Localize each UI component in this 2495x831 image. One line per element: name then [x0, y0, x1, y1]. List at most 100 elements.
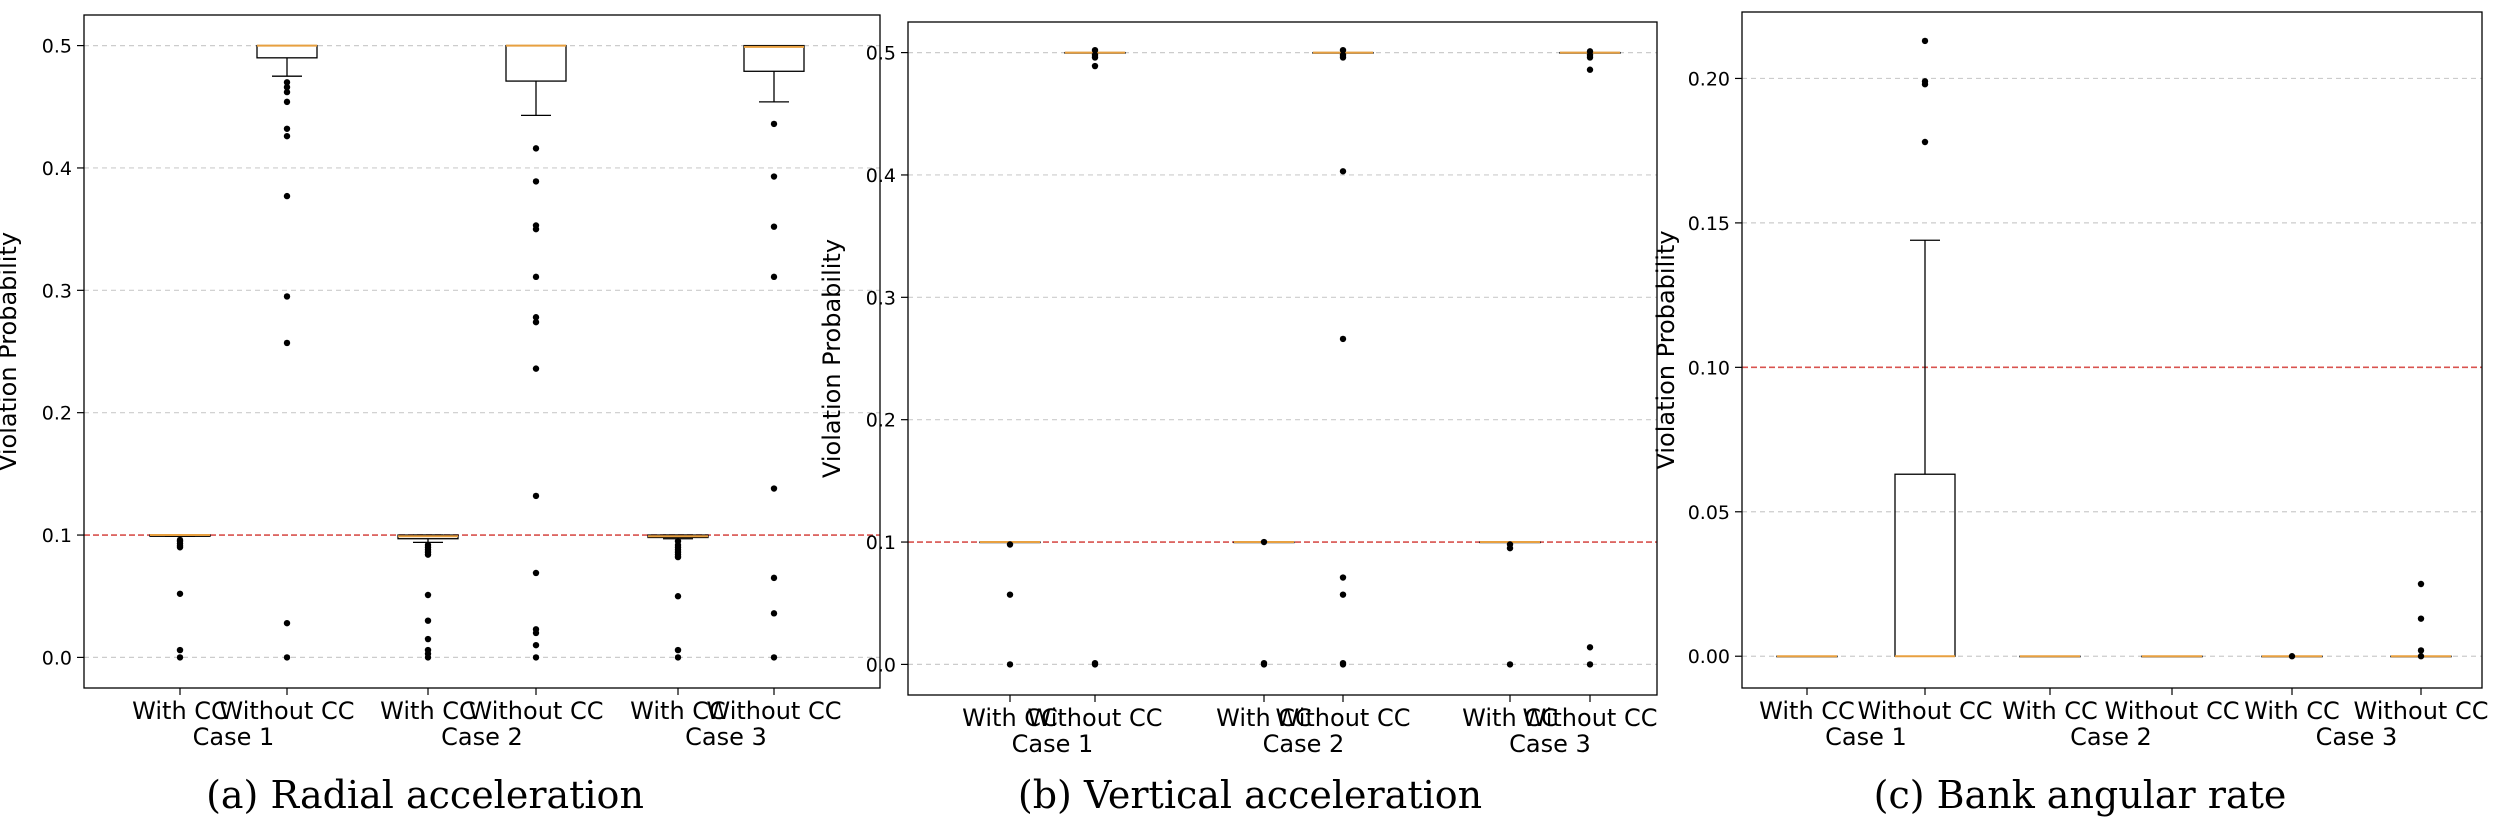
x-tick-label: Without CC	[1523, 704, 1658, 732]
outlier-point	[1339, 168, 1347, 175]
y-axis-label: Violation Probability	[818, 239, 846, 478]
outlier-point	[1921, 37, 1929, 45]
y-tick-label: 0.5	[866, 43, 896, 65]
x-tick-label: Without CC	[707, 697, 842, 725]
y-tick-label: 0.05	[1688, 502, 1730, 524]
outlier-point	[1921, 138, 1929, 146]
x-tick-label: With CC	[380, 697, 476, 725]
outlier-point	[674, 646, 682, 654]
box-iqr	[505, 44, 567, 82]
outlier-point	[283, 98, 291, 106]
outlier-point	[424, 635, 432, 643]
outlier-point	[1339, 574, 1347, 581]
outlier-point	[1260, 538, 1268, 546]
outlier-point	[1260, 661, 1268, 668]
outlier-point	[532, 569, 540, 577]
y-tick-label: 0.3	[42, 280, 72, 302]
outlier-point	[176, 544, 184, 551]
outlier-point	[532, 492, 540, 500]
outlier-point	[1091, 46, 1099, 54]
outlier-point	[283, 619, 291, 627]
boxplot-2: Without CC	[1858, 37, 1992, 725]
y-axis-label: Violation Probability	[1652, 230, 1680, 469]
x-tick-label: Without CC	[2354, 697, 2489, 725]
outlier-point	[770, 120, 778, 128]
outlier-point	[283, 83, 291, 91]
outlier-point	[674, 593, 682, 600]
outlier-point	[532, 178, 540, 185]
group-label: Case 1	[193, 723, 275, 751]
boxplot-4: Without CC	[469, 44, 604, 725]
outlier-point	[2417, 647, 2425, 654]
y-tick-label: 0.20	[1688, 68, 1730, 90]
y-tick-label: 0.1	[866, 532, 896, 554]
boxplot-2: Without CC	[220, 44, 354, 725]
outlier-point	[770, 654, 778, 661]
x-tick-label: Without CC	[1028, 704, 1163, 732]
outlier-point	[1339, 335, 1347, 343]
outlier-point	[2417, 653, 2425, 660]
boxplot-6: Without CC	[2354, 580, 2489, 725]
y-tick-label: 0.0	[866, 654, 896, 676]
group-label: Case 3	[1509, 730, 1591, 758]
outlier-point	[1586, 66, 1594, 73]
group-label: Case 1	[1825, 723, 1907, 751]
boxplot-6: Without CC	[1523, 48, 1658, 732]
outlier-point	[532, 145, 540, 152]
caption-vertical-acceleration: (b) Vertical acceleration	[1017, 773, 1483, 817]
outlier-point	[770, 273, 778, 281]
group-label: Case 2	[441, 723, 523, 751]
outlier-point	[424, 551, 432, 558]
outlier-point	[532, 365, 540, 372]
outlier-point	[770, 485, 778, 492]
outlier-point	[424, 654, 432, 661]
boxplot-4: Without CC	[1276, 46, 1410, 732]
boxplot-2: Without CC	[1028, 46, 1163, 732]
outlier-point	[1339, 46, 1347, 54]
outlier-point	[1339, 591, 1347, 598]
x-tick-label: With CC	[962, 704, 1058, 732]
outlier-point	[532, 314, 540, 321]
x-tick-label: With CC	[132, 697, 228, 725]
y-tick-label: 0.2	[42, 403, 72, 425]
outlier-point	[1091, 661, 1099, 668]
caption-bank-angular-rate: (c) Bank angular rate	[1873, 773, 2287, 817]
group-label: Case 2	[2070, 723, 2152, 751]
outlier-point	[2417, 615, 2425, 622]
y-tick-label: 0.3	[866, 287, 896, 309]
x-tick-label: With CC	[2002, 697, 2098, 725]
outlier-point	[770, 574, 778, 582]
outlier-point	[1006, 591, 1014, 598]
y-tick-label: 0.2	[866, 410, 896, 432]
boxplot-1: With CC	[1759, 655, 1855, 725]
x-tick-label: Without CC	[469, 697, 604, 725]
outlier-point	[2417, 580, 2425, 588]
outlier-point	[1586, 661, 1594, 668]
outlier-point	[1339, 54, 1347, 61]
outlier-point	[283, 88, 291, 96]
y-tick-label: 0.00	[1688, 646, 1730, 668]
y-tick-label: 0.15	[1688, 213, 1730, 235]
plot-frame	[83, 14, 881, 689]
y-tick-label: 0.1	[42, 525, 72, 547]
y-axis-label: Violation Probability	[0, 232, 22, 471]
boxplot-5: With CC	[630, 534, 726, 725]
caption-radial-acceleration: (a) Radial acceleration	[206, 773, 644, 817]
plot-frame	[1741, 11, 2483, 689]
outlier-point	[770, 610, 778, 617]
outlier-point	[532, 225, 540, 233]
outlier-point	[176, 590, 184, 597]
y-tick-label: 0.4	[42, 158, 72, 180]
boxplot-3: With CC	[2002, 655, 2098, 725]
x-tick-label: With CC	[1462, 704, 1558, 732]
outlier-point	[1006, 541, 1014, 548]
outlier-point	[1091, 54, 1099, 61]
x-tick-label: With CC	[630, 697, 726, 725]
outlier-point	[532, 641, 540, 649]
y-tick-label: 0.0	[42, 647, 72, 669]
group-label: Case 1	[1012, 730, 1094, 758]
outlier-point	[283, 192, 291, 200]
